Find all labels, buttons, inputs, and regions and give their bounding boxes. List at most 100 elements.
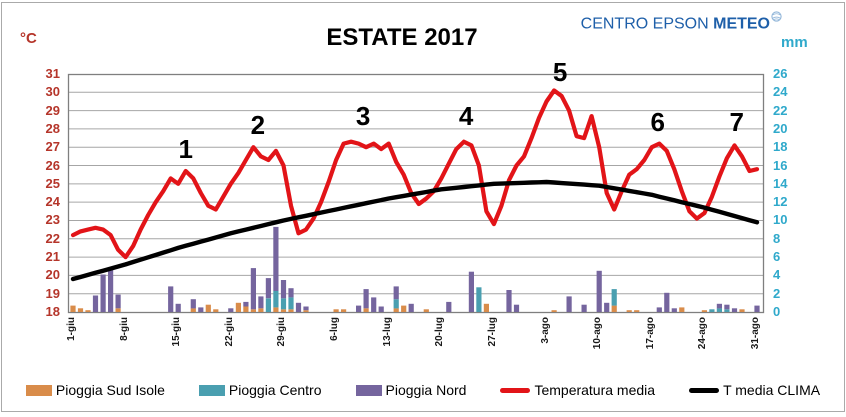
rain-tick-label: 16 <box>773 157 788 173</box>
rain-bar-sud <box>303 310 309 312</box>
rain-bar-centro <box>273 290 279 308</box>
left-axis-unit: °C <box>20 30 37 47</box>
rain-bar-sud <box>341 309 347 312</box>
legend-item: Pioggia Sud Isole <box>25 382 165 398</box>
rain-bar-sud <box>401 305 407 312</box>
rain-tick-label: 6 <box>773 249 781 265</box>
rain-bar-nord <box>168 286 174 312</box>
rain-bar-nord <box>408 303 414 312</box>
rain-bar-sud <box>258 308 264 312</box>
rain-bar-nord <box>671 308 677 312</box>
rain-bar-nord <box>243 301 249 307</box>
temp-tick-label: 31 <box>45 66 60 81</box>
heatwave-number: 4 <box>458 101 474 132</box>
rain-bar-nord <box>280 280 287 299</box>
rain-bar-sud <box>483 303 489 312</box>
rain-tick-label: 20 <box>773 120 788 136</box>
date-tick-label: 8-giu <box>118 317 130 341</box>
rain-bar-sud <box>679 307 685 312</box>
rain-bar-nord <box>566 296 572 312</box>
heatwave-number: 7 <box>729 106 744 137</box>
rain-bar-sud <box>423 309 429 312</box>
rain-bar-sud <box>280 309 287 312</box>
rain-bar-nord <box>596 270 602 312</box>
rain-tick-label: 2 <box>773 285 781 301</box>
rain-bar-centro <box>393 299 399 309</box>
rain-bar-sud <box>243 306 249 312</box>
legend-item: Pioggia Centro <box>198 382 322 398</box>
rain-tick-label: 26 <box>773 66 788 81</box>
date-tick-label: 10-ago <box>592 317 604 350</box>
temp-tick-label: 29 <box>45 102 60 118</box>
temp-tick-label: 30 <box>45 84 60 100</box>
temp-tick-label: 21 <box>45 249 60 265</box>
rain-bar-nord <box>371 297 377 312</box>
rain-bar-sud <box>701 310 707 312</box>
rain-bar-sud <box>333 309 339 312</box>
legend-item: Pioggia Nord <box>355 382 467 398</box>
rain-bar-nord <box>581 304 587 312</box>
temp-tick-label: 26 <box>45 157 60 173</box>
rain-tick-label: 14 <box>773 175 788 191</box>
heatwave-number: 5 <box>552 57 568 88</box>
rain-bar-sud <box>115 308 121 312</box>
rain-bar-nord <box>303 306 309 311</box>
temp-tick-label: 19 <box>45 285 60 301</box>
legend-label: Pioggia Sud Isole <box>55 382 165 398</box>
legend-swatch <box>689 387 720 393</box>
temp-tick-label: 27 <box>45 139 60 155</box>
rain-bar-sud <box>551 310 557 312</box>
chart-title: ESTATE 2017 <box>326 24 478 51</box>
rain-bar-centro <box>280 298 287 310</box>
rain-tick-label: 12 <box>773 194 788 210</box>
rain-bar-nord <box>100 274 106 312</box>
date-tick-label: 6-lug <box>329 317 341 341</box>
temp-tick-label: 23 <box>45 212 60 228</box>
rain-tick-label: 22 <box>773 102 788 118</box>
rain-bar-nord <box>108 269 114 312</box>
rain-bar-centro <box>724 309 730 312</box>
temp-tick-label: 18 <box>45 304 60 319</box>
rain-bar-nord <box>513 304 520 312</box>
rain-bar-sud <box>77 308 84 312</box>
rain-tick-label: 0 <box>773 304 781 319</box>
rain-bar-nord <box>664 292 670 312</box>
temp-tick-label: 22 <box>45 230 60 246</box>
legend-item: Temperatura media <box>500 382 655 398</box>
legend-label: T media CLIMA <box>723 382 821 398</box>
rain-bar-sud <box>213 309 219 312</box>
rain-bar-sud <box>205 304 211 312</box>
heatwave-number: 3 <box>355 101 371 132</box>
rain-bar-sud <box>235 302 241 312</box>
legend-item: T media CLIMA <box>689 382 820 398</box>
plot-border <box>67 73 765 314</box>
rain-bar-nord <box>92 295 99 312</box>
legend-swatch <box>25 384 52 396</box>
rain-bar-sud <box>611 305 617 312</box>
rain-bar-nord <box>265 278 271 299</box>
rain-bar-nord <box>228 308 234 312</box>
rain-bar-nord <box>175 303 181 312</box>
rain-bar-nord <box>716 303 722 309</box>
date-tick-label: 29-giu <box>276 317 288 347</box>
rain-tick-label: 10 <box>773 212 788 228</box>
rain-bar-sud <box>250 309 256 312</box>
date-tick-label: 31-ago <box>750 317 761 350</box>
rain-tick-label: 8 <box>773 230 781 246</box>
date-tick-label: 24-ago <box>697 317 709 350</box>
rain-bar-nord <box>295 302 302 312</box>
rain-bar-nord <box>378 306 384 312</box>
heatwave-number: 6 <box>650 106 666 137</box>
rain-bar-sud <box>273 307 279 312</box>
heatwave-number: 2 <box>250 110 266 141</box>
logo-text-bold: METEO <box>713 15 770 33</box>
date-tick-label: 27-lug <box>486 317 498 347</box>
rain-bar-nord <box>731 308 738 312</box>
t-media-clima-line <box>70 179 760 282</box>
centro-epson-meteo-logo: CENTRO EPSON METEO <box>581 11 782 33</box>
heatwave-number: 1 <box>178 134 193 165</box>
legend-label: Pioggia Nord <box>385 382 467 398</box>
rain-bar-sud <box>634 310 640 312</box>
